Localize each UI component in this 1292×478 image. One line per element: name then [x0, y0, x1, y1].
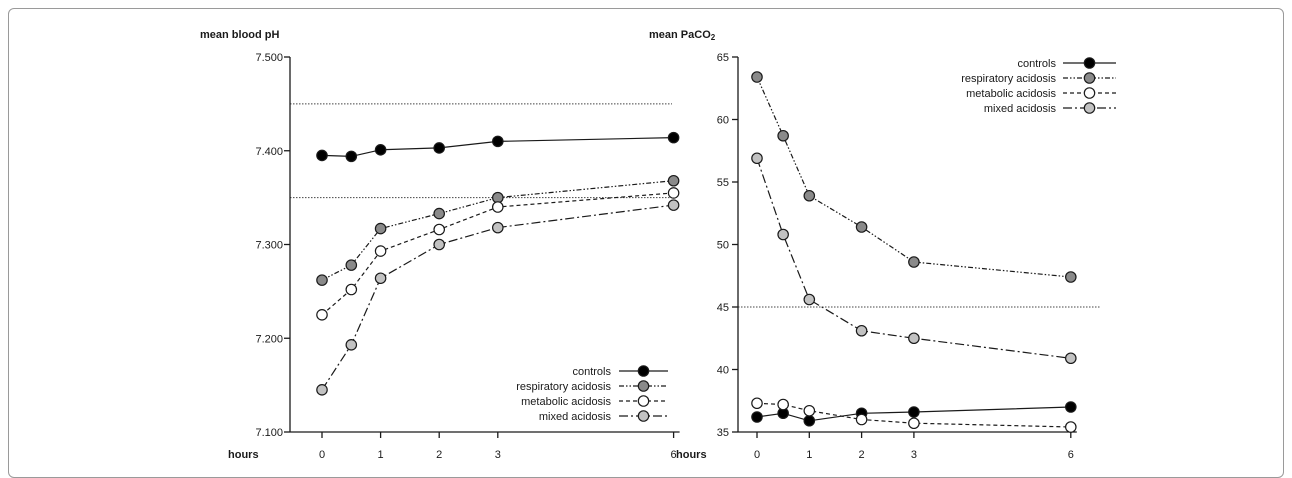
data-point-paco2-mixed-acidosis-5: [1065, 352, 1077, 365]
series-line-paco2-respiratory-acidosis: [756, 76, 1071, 278]
data-point-paco2-respiratory-acidosis-1: [777, 129, 789, 142]
y-tick-label-ph-3: 7.200: [255, 333, 283, 345]
data-point-paco2-metabolic-acidosis-1: [777, 398, 789, 411]
data-point-paco2-mixed-acidosis-4: [908, 332, 920, 345]
y-tick-label-ph-4: 7.100: [255, 427, 283, 439]
y-tick-label-ph-2: 7.300: [255, 240, 283, 252]
figure-svg: mean blood pH hours 7.500 7.400 7.300 7.200…: [200, 29, 1116, 461]
legend-marker-paco2-controls: [1083, 57, 1096, 69]
data-point-ph-metabolic-acidosis-2: [374, 245, 387, 257]
legend-marker-paco2-mixed-acidosis: [1083, 102, 1096, 114]
y-tick-label-ph-0: 7.500: [255, 52, 283, 64]
data-point-ph-metabolic-acidosis-4: [491, 201, 504, 213]
legend-label-ph-metabolic-acidosis: metabolic acidosis: [521, 396, 611, 408]
x-tick-label-ph-3: 3: [495, 449, 501, 461]
y-tick-label-paco2-3: 50: [717, 240, 729, 252]
legend-label-ph-controls: controls: [572, 366, 611, 378]
x-axis-title-ph: hours: [228, 449, 259, 461]
data-point-paco2-metabolic-acidosis-3: [855, 413, 868, 426]
data-point-paco2-mixed-acidosis-1: [777, 228, 789, 241]
data-point-ph-controls-2: [374, 144, 387, 156]
series-line-ph-metabolic-acidosis: [321, 192, 674, 316]
legend-marker-ph-controls: [637, 365, 650, 377]
data-point-paco2-metabolic-acidosis-0: [751, 397, 763, 410]
legend-marker-paco2-respiratory-acidosis: [1083, 72, 1096, 84]
legend-marker-ph-mixed-acidosis: [637, 410, 650, 422]
legend-label-paco2-metabolic-acidosis: metabolic acidosis: [966, 88, 1056, 100]
legend-marker-ph-metabolic-acidosis: [637, 395, 650, 407]
data-point-ph-mixed-acidosis-2: [374, 272, 387, 285]
data-point-ph-respiratory-acidosis-3: [433, 207, 445, 220]
x-tick-label-ph-4: 6: [671, 449, 677, 461]
legend-label-ph-mixed-acidosis: mixed acidosis: [539, 411, 612, 423]
y-tick-label-paco2-6: 35: [717, 427, 729, 439]
legend-label-paco2-mixed-acidosis: mixed acidosis: [984, 103, 1057, 115]
legend-marker-paco2-metabolic-acidosis: [1083, 87, 1096, 99]
y-tick-label-paco2-4: 45: [717, 302, 729, 314]
x-axis-title-paco2: hours: [676, 449, 707, 461]
x-tick-label-paco2-0: 0: [754, 449, 760, 461]
data-point-ph-respiratory-acidosis-5: [667, 174, 680, 187]
x-tick-label-ph-0: 0: [319, 449, 325, 461]
x-tick-label-paco2-4: 6: [1068, 449, 1074, 461]
data-point-paco2-metabolic-acidosis-4: [908, 417, 920, 430]
series-line-ph-respiratory-acidosis: [321, 180, 674, 281]
legend-marker-ph-respiratory-acidosis: [637, 380, 650, 392]
data-point-ph-mixed-acidosis-1: [345, 339, 358, 351]
data-point-paco2-controls-2: [803, 414, 816, 427]
legend-label-paco2-controls: controls: [1017, 58, 1056, 70]
series-line-ph-mixed-acidosis: [321, 204, 674, 391]
data-point-paco2-controls-5: [1065, 401, 1077, 413]
data-point-paco2-respiratory-acidosis-0: [751, 71, 763, 83]
data-point-paco2-mixed-acidosis-3: [855, 324, 868, 337]
legend-label-ph-respiratory-acidosis: respiratory acidosis: [516, 381, 611, 393]
data-point-ph-metabolic-acidosis-5: [667, 187, 680, 199]
data-point-ph-controls-3: [433, 142, 445, 154]
y-tick-label-paco2-0: 65: [717, 52, 729, 64]
data-point-ph-respiratory-acidosis-2: [374, 222, 387, 235]
data-point-paco2-respiratory-acidosis-2: [803, 189, 816, 202]
data-point-ph-controls-1: [345, 150, 358, 163]
data-point-paco2-mixed-acidosis-2: [803, 293, 816, 306]
x-tick-label-ph-2: 2: [436, 449, 442, 461]
data-point-paco2-respiratory-acidosis-4: [908, 256, 920, 268]
x-tick-label-paco2-2: 2: [859, 449, 865, 461]
data-point-paco2-respiratory-acidosis-5: [1065, 271, 1077, 283]
data-point-ph-mixed-acidosis-3: [433, 238, 445, 251]
series-line-paco2-mixed-acidosis: [756, 158, 1071, 359]
data-point-ph-mixed-acidosis-5: [667, 199, 680, 211]
data-point-ph-mixed-acidosis-4: [491, 221, 504, 234]
y-tick-label-paco2-5: 40: [717, 365, 729, 377]
data-point-paco2-controls-0: [751, 411, 763, 423]
y-tick-label-paco2-1: 60: [717, 115, 729, 127]
chart-panel-blood-ph: mean blood pH hours 7.500 7.400 7.300 7.200…: [200, 29, 680, 461]
data-point-paco2-metabolic-acidosis-5: [1065, 421, 1077, 433]
data-point-ph-mixed-acidosis-0: [316, 384, 328, 396]
y-axis-title-paco2-sub: 2: [711, 33, 716, 42]
data-point-paco2-metabolic-acidosis-2: [803, 404, 816, 417]
data-point-ph-metabolic-acidosis-0: [316, 309, 328, 321]
x-tick-label-paco2-1: 1: [806, 449, 812, 461]
data-point-ph-metabolic-acidosis-1: [345, 283, 358, 296]
y-tick-label-ph-1: 7.400: [255, 146, 283, 158]
data-point-ph-controls-0: [316, 149, 328, 162]
data-point-paco2-respiratory-acidosis-3: [855, 221, 868, 233]
x-tick-label-ph-1: 1: [378, 449, 384, 461]
y-axis-title-paco2: mean PaCO2: [649, 29, 716, 42]
data-point-ph-controls-4: [491, 135, 504, 148]
legend-label-paco2-respiratory-acidosis: respiratory acidosis: [961, 73, 1056, 85]
data-point-ph-controls-5: [667, 131, 680, 144]
y-axis-title-paco2-main: mean PaCO: [649, 29, 711, 41]
data-point-ph-respiratory-acidosis-0: [316, 274, 328, 286]
data-point-paco2-controls-4: [908, 406, 920, 418]
data-point-paco2-mixed-acidosis-0: [751, 152, 763, 165]
y-tick-label-paco2-2: 55: [717, 177, 729, 189]
x-tick-label-paco2-3: 3: [911, 449, 917, 461]
data-point-ph-respiratory-acidosis-1: [345, 259, 358, 271]
y-axis-title-ph: mean blood pH: [200, 29, 280, 41]
data-point-ph-metabolic-acidosis-3: [433, 223, 445, 236]
